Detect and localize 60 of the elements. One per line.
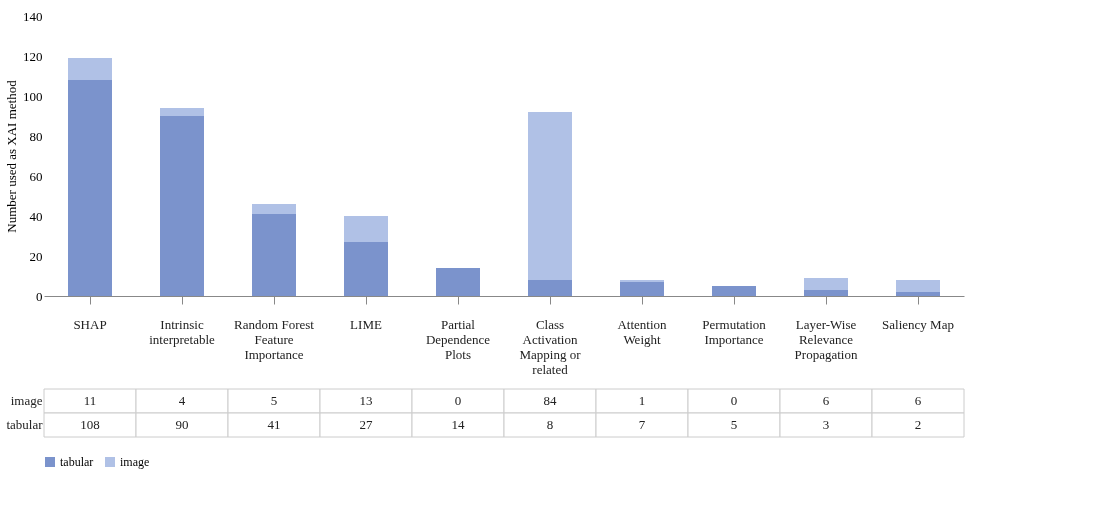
y-axis-title: Number used as XAI method [4,79,19,233]
data-label: 8 [546,417,554,432]
y-tick-label: 100 [23,88,43,104]
bar [804,278,848,290]
y-tick-label: 140 [23,8,43,24]
y-tick-label: 80 [29,128,43,144]
bar [896,280,940,292]
x-tick-label: Saliency Map [882,316,954,332]
x-tick-label: Permutation Importance [702,316,767,347]
text: image [10,393,43,408]
text: tabular [6,417,43,432]
data-label: 13 [359,393,373,408]
data-label: 14 [451,417,465,432]
bar [252,204,296,214]
data-label: 6 [914,393,922,408]
bar [712,286,756,296]
data-label: 90 [175,417,189,432]
bar [344,216,388,242]
data-label: 4 [178,393,186,408]
y-tick-label: 20 [29,248,43,264]
x-tick-label: Random Forest Feature Importance [234,316,315,362]
bar [620,282,664,296]
data-label: 108 [80,417,100,432]
bar [68,58,112,80]
data-label: 84 [543,393,557,408]
y-tick-label: 0 [36,288,43,304]
bar [160,116,204,296]
data-label: 2 [914,417,922,432]
bar [68,80,112,296]
bar [528,280,572,296]
data-label: 5 [270,393,278,408]
bar [804,290,848,296]
data-label: 5 [730,417,738,432]
bar [528,112,572,280]
data-label: 11 [83,393,97,408]
data-label: 1 [638,393,646,408]
data-label: 27 [359,417,373,432]
x-tick-label: Intrinsic interpretable [149,316,216,347]
bar [344,242,388,296]
data-label: 3 [822,417,830,432]
x-tick-label: SHAP [73,316,107,332]
data-label: 0 [730,393,738,408]
data-label: 7 [638,417,646,432]
data-label: 0 [454,393,462,408]
bar [896,292,940,296]
legend-label: tabular [60,455,94,469]
y-tick-label: 60 [29,168,43,184]
data-label: 41 [267,417,281,432]
x-tick-label: LIME [350,316,382,332]
data-label: 6 [822,393,830,408]
x-tick-label: Attention Weight [617,316,668,347]
x-tick-label: Layer-Wise Relevance Propagation [794,316,858,362]
bar [252,214,296,296]
y-tick-label: 120 [23,48,43,64]
bar [436,268,480,296]
legend-label: image [120,455,150,469]
x-tick-label: Class Activation Mapping or related [519,316,582,377]
y-tick-label: 40 [29,208,43,224]
x-tick-label: Partial Dependence Plots [425,316,491,362]
bar [160,108,204,116]
